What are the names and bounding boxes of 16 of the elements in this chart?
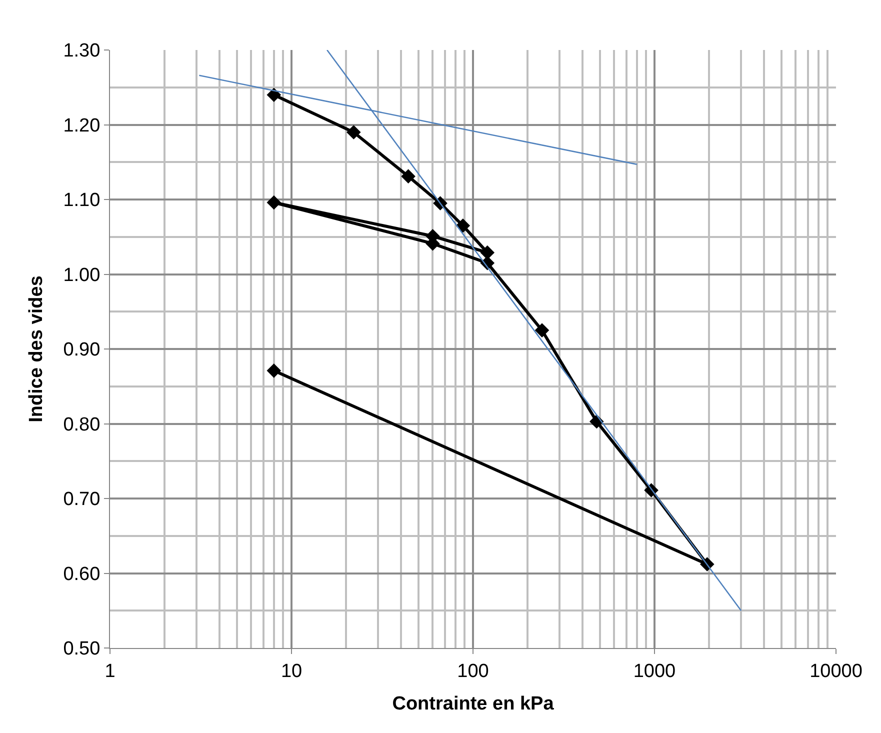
y-tick-label: 0.50 — [63, 638, 100, 660]
x-axis-title: Contrainte en kPa — [392, 694, 554, 715]
x-tick-label: 100 — [457, 660, 489, 682]
x-tick-label: 10000 — [810, 660, 862, 682]
y-tick-label: 1.00 — [63, 264, 100, 286]
y-tick-label: 0.90 — [63, 340, 100, 361]
y-tick-label: 1.10 — [63, 190, 100, 212]
x-tick-label: 10 — [280, 660, 302, 682]
y-axis-title: Indice des vides — [26, 276, 48, 422]
x-tick-label: 1 — [104, 660, 116, 682]
y-tick-label: 1.20 — [63, 115, 100, 136]
y-tick-label: 0.60 — [63, 564, 100, 585]
y-tick-label: 0.70 — [63, 489, 100, 510]
x-tick-label: 1000 — [633, 660, 676, 682]
y-tick-label: 0.80 — [63, 414, 100, 436]
y-tick-label: 1.30 — [63, 40, 100, 62]
